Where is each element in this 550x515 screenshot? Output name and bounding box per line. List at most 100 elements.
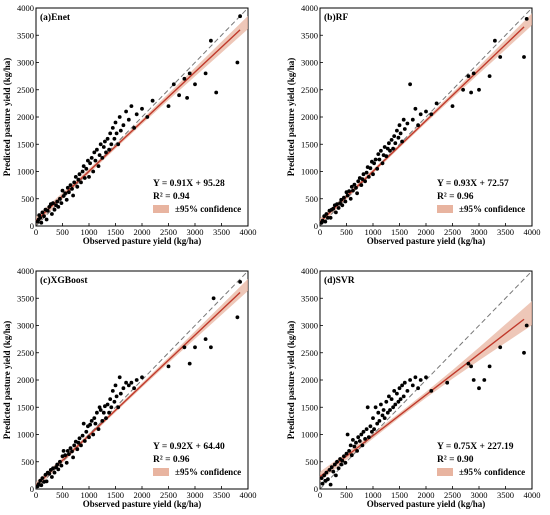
- data-point: [347, 449, 351, 453]
- data-point: [84, 166, 89, 171]
- data-point: [140, 106, 144, 111]
- data-point: [140, 375, 144, 380]
- data-point: [63, 453, 68, 458]
- data-point: [382, 145, 387, 149]
- data-point: [39, 220, 44, 225]
- data-point: [129, 380, 134, 385]
- data-point: [185, 96, 190, 100]
- data-point: [388, 408, 392, 412]
- y-tick-label: 2000: [17, 375, 34, 385]
- data-point: [134, 378, 139, 382]
- x-tick-label: 3500: [213, 490, 230, 500]
- data-point: [80, 433, 85, 438]
- data-point: [58, 459, 62, 464]
- data-point: [67, 452, 71, 456]
- data-point: [393, 402, 398, 407]
- data-point: [349, 453, 354, 458]
- y-tick-label: 3500: [301, 293, 318, 303]
- x-tick-label: 1500: [391, 490, 408, 500]
- data-point: [400, 383, 404, 388]
- data-point: [235, 315, 240, 320]
- data-point: [105, 402, 110, 407]
- data-point: [55, 462, 60, 467]
- x-tick-label: 1500: [107, 490, 124, 500]
- x-tick-label: 2000: [418, 227, 435, 237]
- data-point: [91, 169, 96, 174]
- data-point: [105, 136, 110, 141]
- data-point: [352, 444, 357, 449]
- data-point: [379, 148, 383, 153]
- x-tick-label: 3000: [471, 490, 488, 500]
- regression-equation: Y = 0.75X + 227.19: [437, 442, 514, 452]
- y-tick-label: 2000: [17, 112, 34, 122]
- y-tick-label: 0: [314, 484, 318, 494]
- data-point: [354, 440, 358, 445]
- data-point: [124, 380, 128, 385]
- y-tick-label: 3500: [17, 293, 34, 303]
- x-axis-label: Observed pasture yield (kg/ha): [83, 499, 202, 509]
- data-point: [56, 205, 61, 209]
- data-point: [363, 437, 367, 441]
- data-point: [52, 207, 57, 212]
- data-point: [124, 109, 128, 114]
- data-point: [522, 350, 526, 355]
- data-point: [82, 176, 87, 180]
- data-point: [61, 449, 66, 453]
- y-tick-label: 0: [314, 221, 318, 231]
- data-point: [332, 462, 337, 467]
- r-squared: R² = 0.96: [437, 192, 474, 202]
- data-point: [405, 121, 410, 126]
- data-point: [477, 386, 481, 391]
- data-point: [88, 422, 92, 427]
- y-tick-label: 500: [305, 194, 318, 204]
- data-point: [87, 435, 91, 440]
- data-point: [364, 427, 369, 431]
- data-point: [389, 397, 394, 401]
- legend-swatch: [153, 205, 169, 213]
- data-point: [385, 410, 390, 415]
- data-point: [471, 71, 476, 76]
- y-tick-label: 3000: [17, 58, 34, 68]
- data-point: [177, 93, 182, 98]
- data-point: [101, 410, 106, 415]
- y-tick-label: 4000: [17, 3, 34, 13]
- data-point: [396, 135, 401, 140]
- data-point: [56, 467, 61, 472]
- data-point: [209, 38, 213, 43]
- data-point: [96, 164, 101, 169]
- data-point: [487, 74, 492, 78]
- data-point: [324, 212, 329, 216]
- data-point: [76, 440, 81, 445]
- y-tick-label: 500: [21, 457, 34, 467]
- data-point: [51, 466, 55, 471]
- data-point: [397, 386, 402, 391]
- panel-title: (c)XGBoost: [40, 275, 88, 286]
- data-point: [445, 380, 450, 385]
- x-axis-label: Observed pasture yield (kg/ha): [367, 236, 486, 246]
- data-point: [391, 405, 395, 410]
- data-point: [86, 158, 90, 163]
- data-point: [65, 185, 70, 190]
- data-point: [114, 131, 119, 136]
- data-point: [371, 172, 375, 177]
- legend-label: ±95% confidence: [459, 204, 525, 214]
- data-point: [132, 126, 137, 130]
- data-point: [214, 90, 219, 95]
- data-point: [70, 187, 74, 191]
- x-tick-label: 0: [34, 490, 38, 500]
- y-tick-label: 1000: [17, 167, 34, 177]
- data-point: [110, 389, 115, 393]
- data-point: [96, 427, 101, 431]
- data-point: [402, 127, 407, 131]
- y-tick-label: 500: [21, 194, 34, 204]
- data-point: [108, 397, 113, 401]
- data-point: [121, 123, 126, 128]
- x-tick-label: 3000: [187, 227, 204, 237]
- legend-label: ±95% confidence: [175, 467, 241, 477]
- data-point: [117, 375, 122, 380]
- x-tick-label: 3000: [187, 490, 204, 500]
- data-point: [109, 142, 114, 147]
- data-point: [397, 123, 402, 128]
- data-point: [392, 389, 397, 393]
- data-point: [44, 217, 49, 222]
